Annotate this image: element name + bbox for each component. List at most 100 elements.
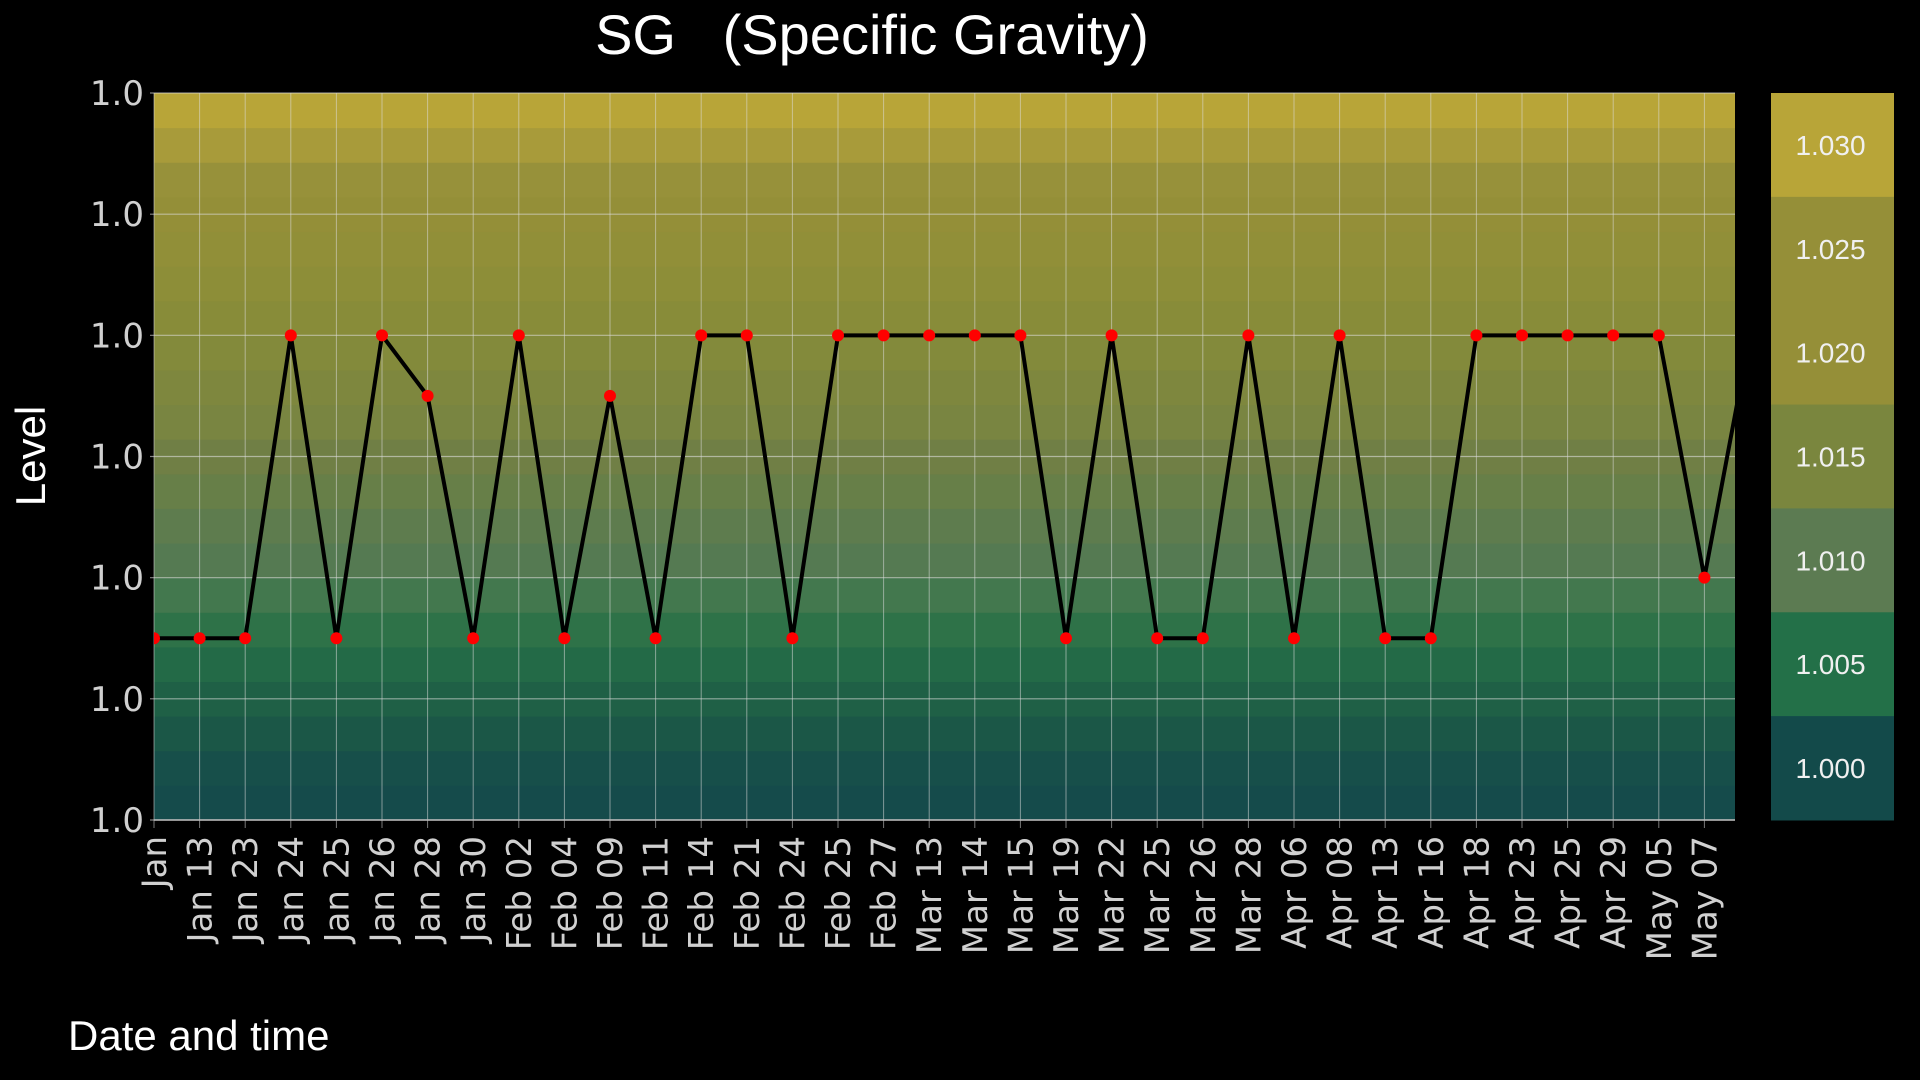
x-tick-label: Mar 26 [1184, 836, 1224, 954]
data-point [558, 632, 571, 645]
background-band [154, 231, 1735, 267]
x-tick-label: Feb 21 [728, 836, 768, 950]
data-point [154, 632, 160, 645]
colorbar-label: 1.010 [1795, 545, 1865, 576]
data-point [1105, 329, 1118, 342]
data-point [1151, 632, 1164, 645]
data-point [923, 329, 936, 342]
x-tick-label: Feb 24 [773, 836, 813, 950]
x-tick-label: Mar 15 [1001, 836, 1041, 954]
y-tick-label: 1.0 [90, 195, 144, 235]
background-band [154, 543, 1735, 579]
data-point [1379, 632, 1392, 645]
data-point [1288, 632, 1300, 645]
x-tick-label: Mar 22 [1093, 836, 1133, 954]
background-band [154, 266, 1735, 302]
colorbar-segment [1771, 612, 1894, 717]
x-tick-label: Apr 29 [1594, 836, 1634, 949]
data-point [832, 329, 844, 342]
background-band [154, 612, 1735, 648]
background-band [154, 646, 1735, 683]
background-band [154, 93, 1735, 129]
data-point [512, 329, 525, 342]
data-point [1424, 632, 1437, 645]
y-tick-label: 1.0 [90, 680, 144, 720]
data-point [1470, 329, 1483, 342]
colorbar-label: 1.020 [1795, 338, 1865, 369]
data-point [649, 632, 662, 645]
data-point [740, 329, 753, 342]
colorbar-label: 1.030 [1795, 130, 1865, 161]
x-tick-label: Feb 14 [682, 836, 722, 950]
x-tick-label: Jan 25 [317, 836, 357, 944]
x-tick-labels: Jan Jan 13 Jan 23 Jan 24 Jan 25 Jan 26 Jan 28 J… [135, 836, 1725, 960]
y-tick-label: 1.0 [90, 559, 144, 599]
colorbar-segment [1771, 404, 1894, 509]
data-point [421, 389, 434, 402]
colorbar-label: 1.015 [1795, 442, 1865, 473]
y-axis-label: Level [7, 406, 54, 506]
colorbar: 1.030 1.025 1.020 1.015 1.010 1.005 1.000 [1771, 93, 1894, 821]
background-band [154, 162, 1735, 198]
colorbar-segment [1771, 508, 1894, 613]
data-point [604, 389, 616, 402]
data-point [786, 632, 799, 645]
x-tick-label: Mar 13 [910, 836, 950, 954]
x-tick-label: Jan 23 [226, 836, 266, 944]
data-point [1242, 329, 1255, 342]
x-tick-label: Apr 18 [1457, 836, 1497, 949]
data-point [376, 329, 388, 342]
y-tick-label: 1.0 [90, 316, 144, 356]
background-band [154, 300, 1735, 336]
data-point [1607, 329, 1620, 342]
colorbar-label: 1.005 [1795, 649, 1865, 680]
x-tick-label: Apr 06 [1275, 836, 1315, 949]
x-tick-label: Feb 02 [500, 836, 540, 950]
x-tick-label: Mar 28 [1229, 836, 1269, 954]
background-band [154, 369, 1735, 406]
background-band [154, 785, 1735, 821]
x-tick-label: Feb 11 [637, 836, 677, 950]
x-tick-label: Jan 28 [409, 836, 449, 944]
colorbar-segment [1771, 93, 1894, 198]
colorbar-segment [1771, 196, 1894, 302]
x-tick-label: Apr 23 [1503, 836, 1543, 949]
colorbar-segment [1771, 300, 1894, 406]
chart-title: SG (Specific Gravity) [595, 3, 1149, 66]
data-point [877, 329, 890, 342]
background-band [154, 473, 1735, 509]
series-line [154, 330, 1735, 641]
x-tick-label: Mar 19 [1047, 836, 1087, 954]
background-band [154, 127, 1735, 163]
x-tick-label: Apr 13 [1366, 836, 1406, 949]
background-band [154, 750, 1735, 786]
x-tick-label: Feb 04 [545, 836, 585, 950]
data-point [284, 329, 297, 342]
x-tick-label: Feb 09 [591, 836, 631, 950]
y-tick-label: 1.0 [90, 438, 144, 478]
data-point [1014, 329, 1027, 342]
y-tick-label: 1.0 [90, 74, 144, 114]
x-tick-label: Jan 24 [272, 836, 312, 944]
x-tick-label: Jan 26 [363, 836, 403, 944]
data-point [1333, 329, 1346, 342]
background-band [154, 404, 1735, 440]
data-point [1060, 632, 1072, 645]
background-band [154, 577, 1735, 613]
data-point [1516, 329, 1528, 342]
colorbar-label: 1.000 [1795, 753, 1865, 784]
x-tick-label: Jan 30 [454, 836, 494, 944]
data-point [330, 632, 343, 645]
x-tick-label: Feb 25 [819, 836, 859, 950]
x-tick-label: Apr 16 [1412, 836, 1452, 949]
y-tick-label: 1.0 [90, 801, 144, 841]
data-point [1652, 329, 1665, 342]
data-point [193, 632, 206, 645]
x-tick-label: Jan [135, 836, 175, 890]
y-tick-labels: 1.0 1.0 1.0 1.0 1.0 1.0 1.0 [90, 74, 144, 841]
x-tick-label: May 05 [1640, 836, 1680, 960]
data-point [695, 329, 708, 342]
background-band [154, 335, 1735, 371]
x-tick-label: Apr 25 [1549, 836, 1589, 949]
